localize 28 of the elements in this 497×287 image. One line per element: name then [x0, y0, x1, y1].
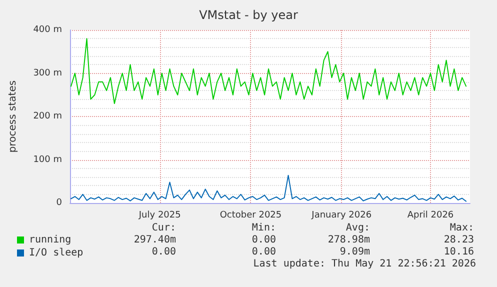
text: 297.40m [134, 234, 176, 246]
line-series [70, 38, 467, 104]
legend-label: I/O sleep [29, 248, 84, 258]
text: 28.23 [444, 234, 474, 246]
text: 0.00 [252, 234, 276, 246]
y-axis-title: process states [8, 80, 18, 153]
text: 0.00 [152, 246, 176, 258]
line-series [70, 174, 467, 202]
x-tick-label: July 2025 [138, 210, 181, 220]
y-tick-label: 400 m [33, 25, 62, 35]
x-tick-label: April 2026 [407, 210, 454, 220]
y-tick-label: 300 m [33, 68, 62, 78]
chart-title: VMstat - by year [199, 8, 298, 22]
text: Last update: Thu May 21 22:56:21 2026 [253, 258, 476, 270]
text: 10.16 [444, 246, 474, 258]
text: Max: [450, 222, 474, 234]
x-tick-label: October 2025 [220, 210, 282, 220]
text: Avg: [346, 222, 370, 234]
text: 278.98m [328, 234, 370, 246]
text: 9.09m [340, 246, 370, 258]
legend-label: running [29, 234, 72, 246]
text: Min: [252, 222, 276, 234]
y-tick-label: 100 m [33, 154, 62, 165]
text: Cur: [152, 222, 176, 234]
y-tick-label: 0 [56, 198, 62, 208]
x-tick-label: January 2026 [310, 210, 372, 220]
text: 0.00 [252, 246, 276, 258]
y-tick-label: 200 m [33, 112, 62, 122]
